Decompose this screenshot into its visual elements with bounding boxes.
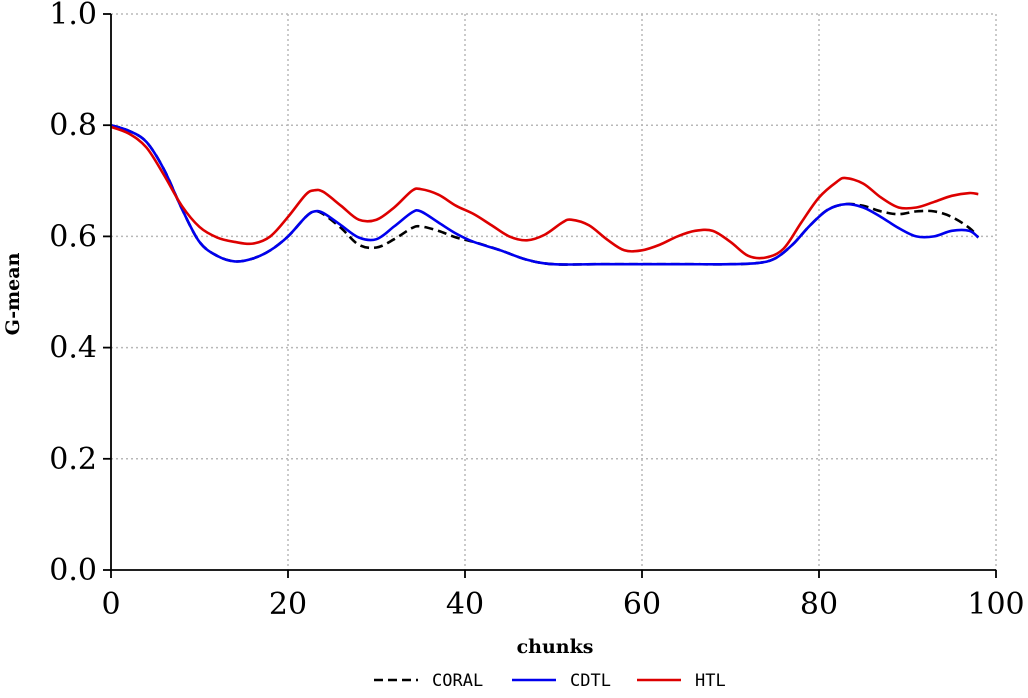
y-tick-label: 0.4 (49, 331, 97, 366)
legend-label-coral: CORAL (432, 671, 483, 691)
y-tick-label: 0.6 (49, 219, 97, 254)
axis-layer: 0 20 40 60 80 100 0.0 0.2 0.4 0.6 0.8 1.0 (49, 0, 1024, 622)
x-tick-label: 60 (623, 587, 661, 622)
x-tick-label: 100 (967, 587, 1024, 622)
y-tick-label: 0.0 (49, 553, 97, 588)
legend-label-htl: HTL (695, 671, 726, 691)
legend: CORAL CDTL HTL (374, 671, 726, 691)
x-tick-label: 0 (101, 587, 120, 622)
series-layer (110, 123, 980, 266)
x-tick-label: 80 (800, 587, 838, 622)
x-tick-label: 20 (269, 587, 307, 622)
x-axis-title: chunks (517, 636, 594, 658)
y-tick-label: 0.2 (49, 442, 97, 477)
y-tick-label: 0.8 (49, 108, 97, 143)
legend-label-cdtl: CDTL (570, 671, 611, 691)
series-line-htl (110, 125, 979, 260)
series-line-cdtl (110, 123, 980, 266)
grid-layer (111, 13, 997, 570)
y-axis-title: G-mean (2, 252, 24, 335)
y-tick-label: 1.0 (49, 0, 97, 32)
x-tick-label: 40 (446, 587, 484, 622)
